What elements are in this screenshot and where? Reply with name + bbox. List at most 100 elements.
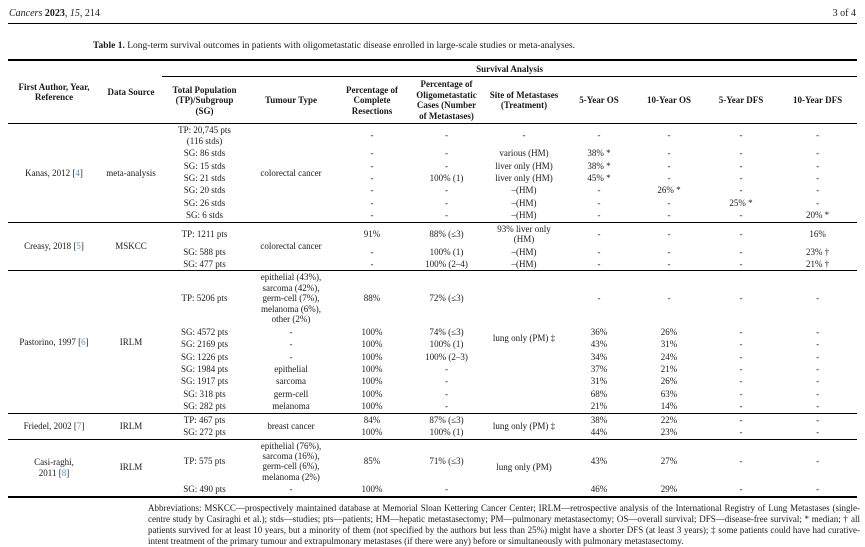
reference-link[interactable]: 5 xyxy=(76,241,81,252)
cell-dfs-5yr: - xyxy=(739,484,743,495)
cell-dfs-10yr: 20% * xyxy=(805,210,830,221)
reference-link[interactable]: 4 xyxy=(75,167,80,178)
table-row: SG: 272 pts 100% 100% (1) 44% 23% - - xyxy=(8,426,857,439)
cell-population: SG: 86 stds xyxy=(183,148,226,159)
table-row: SG: 1226 pts - 100% 100% (2–3) 34% 24% - - xyxy=(8,351,857,363)
citation-part: , xyxy=(64,8,70,19)
cell-os-5yr: 46% xyxy=(590,484,608,495)
citation-part: Cancers xyxy=(9,8,43,19)
reference-link[interactable]: 7 xyxy=(76,420,82,431)
cell-dfs-10yr: - xyxy=(816,376,820,387)
col-header-tumour-type: Tumour Type xyxy=(247,76,335,125)
study-author: Kanas, 2012 [4] xyxy=(25,167,83,178)
cell-os-5yr: 43% xyxy=(590,339,608,350)
cell-os-10yr: - xyxy=(667,160,671,171)
cell-dfs-10yr: - xyxy=(816,130,820,141)
cell-dfs-5yr: - xyxy=(739,246,743,257)
cell-population: SG: 272 pts xyxy=(183,427,226,438)
cell-dfs-10yr: 23% † xyxy=(805,246,830,257)
data-source: IRLM xyxy=(100,270,162,414)
col-header-survival-analysis: Survival Analysis xyxy=(162,60,858,78)
cell-dfs-5yr: - xyxy=(739,376,743,387)
cell-oligometastatic-cases: 100% (1) xyxy=(429,427,464,438)
cell-tumour-type: colorectal cancer xyxy=(247,221,335,271)
cell-os-10yr: - xyxy=(667,130,671,141)
cell-dfs-10yr: - xyxy=(816,351,820,362)
study-author: Casi-raghi, 2011 [8] xyxy=(8,438,100,497)
cell-population: TP: 5206 pts xyxy=(162,270,247,326)
cell-tumour-type: - xyxy=(289,351,293,362)
table-row: Creasy, 2018 [5] MSKCC TP: 1211 pts colorec… xyxy=(8,221,858,271)
cell-dfs-5yr: - xyxy=(739,427,743,438)
cell-os-5yr: - xyxy=(564,270,634,326)
reference-link[interactable]: 6 xyxy=(81,336,86,347)
table-row: SG: 21 stds - 100% (1) liver only (HM) 45% *… xyxy=(8,172,857,184)
cell-dfs-5yr: - xyxy=(739,148,743,159)
cell-complete-resections: 88% xyxy=(335,270,409,326)
col-header-dfs-10yr: 10-Year DFS xyxy=(778,76,858,125)
cell-population: TP: 467 pts xyxy=(162,412,247,427)
cell-os-5yr: 38% xyxy=(564,412,634,427)
cell-population: SG: 477 pts xyxy=(183,259,226,269)
table-row: SG: 588 pts - 100% (1) –(HM) - - - 23% † xyxy=(8,246,857,258)
cell-population: SG: 1226 pts xyxy=(180,351,228,362)
col-header-population: Total Population (TP)/Subgroup (SG) xyxy=(162,76,247,125)
cell-dfs-5yr: - xyxy=(704,221,778,246)
cell-os-10yr: 63% xyxy=(660,388,678,399)
cell-dfs-5yr: - xyxy=(739,210,743,221)
cell-dfs-10yr: - xyxy=(816,388,820,399)
cell-dfs-10yr: - xyxy=(816,401,820,412)
cell-complete-resections: - xyxy=(370,130,374,141)
cell-dfs-5yr: - xyxy=(739,130,743,141)
cell-tumour-type: epithelial (43%), sarcoma (42%), germ-cell… xyxy=(247,270,335,326)
cell-os-5yr: 38% * xyxy=(587,148,611,159)
table-footnote: Abbreviations: MSKCC—prospectively maint… xyxy=(148,502,860,547)
cell-os-10yr: 26% xyxy=(660,326,678,337)
cell-metastases-site: –(HM) xyxy=(511,197,537,208)
cell-metastases-site xyxy=(484,400,564,413)
col-header-author: First Author, Year, Reference xyxy=(8,60,100,125)
study-author: Creasy, 2018 [5] xyxy=(8,221,100,271)
col-header-oligometastatic-cases: Percentage of Oligometastatic Cases (Numbe… xyxy=(409,76,484,125)
cell-dfs-5yr: - xyxy=(739,172,743,183)
cell-metastases-site xyxy=(484,363,564,375)
cell-tumour-type: sarcoma xyxy=(276,376,306,387)
cell-tumour-type: epithelial xyxy=(274,363,308,374)
cell-os-10yr: 22% xyxy=(634,412,704,427)
cell-os-10yr: 26% xyxy=(660,376,678,387)
table-row: Kanas, 2012 [4] meta-analysis TP: 20,745 p… xyxy=(8,124,857,178)
cell-dfs-10yr: - xyxy=(816,172,820,183)
cell-os-10yr: - xyxy=(667,259,671,269)
cell-metastases-site: lung only (PM) ‡ xyxy=(484,412,564,440)
cell-population: SG: 490 pts xyxy=(183,484,226,495)
cell-os-10yr: - xyxy=(667,246,671,257)
reference-link[interactable]: 8 xyxy=(61,467,67,478)
cell-oligometastatic-cases: - xyxy=(445,376,448,387)
table-row: SG: 4572 pts - 100% 74% (≤3) lung only (PM) … xyxy=(8,326,857,343)
header-row-span: First Author, Year, Reference Data Source… xyxy=(8,60,858,125)
cell-complete-resections: 100% xyxy=(361,388,383,399)
table-row: SG: 86 stds - - various (HM) 38% * - - - xyxy=(8,147,857,159)
cell-dfs-10yr: - xyxy=(778,438,858,484)
table-row: SG: 1984 pts epithelial 100% - 37% 21% - - xyxy=(8,363,857,375)
cell-dfs-10yr: - xyxy=(816,326,820,337)
cell-oligometastatic-cases: - xyxy=(445,160,448,171)
cell-population: SG: 2169 pts xyxy=(180,339,228,350)
cell-oligometastatic-cases: - xyxy=(445,484,448,495)
cell-os-10yr: 27% xyxy=(634,438,704,484)
cell-os-5yr: - xyxy=(597,130,601,141)
cell-complete-resections: 100% xyxy=(361,376,383,387)
cell-population: SG: 6 stds xyxy=(185,210,223,221)
cell-dfs-10yr: - xyxy=(816,363,820,374)
cell-population: TP: 1211 pts xyxy=(162,221,247,246)
cell-complete-resections: - xyxy=(370,246,374,257)
cell-metastases-site: liver only (HM) xyxy=(495,172,553,183)
cell-tumour-type: epithelial (76%), sarcoma (16%), germ-cell… xyxy=(247,438,335,484)
cell-os-5yr: 31% xyxy=(590,376,608,387)
cell-oligometastatic-cases: - xyxy=(445,388,448,399)
header-row-columns: Total Population (TP)/Subgroup (SG) Tumour… xyxy=(8,76,858,125)
cell-os-10yr: - xyxy=(634,221,704,246)
cell-dfs-10yr: - xyxy=(816,197,820,208)
cell-oligometastatic-cases: - xyxy=(445,185,448,196)
cell-os-5yr: - xyxy=(597,259,601,269)
